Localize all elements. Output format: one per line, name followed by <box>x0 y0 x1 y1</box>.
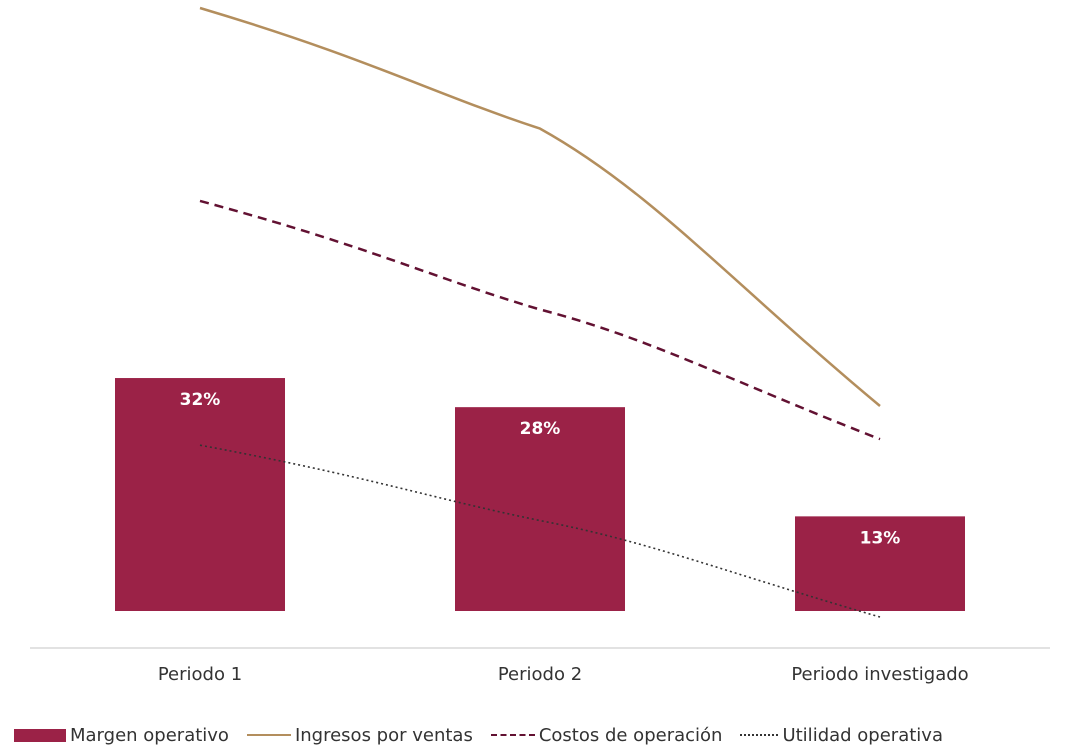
legend-item-ingresos: Ingresos por ventas <box>246 724 473 746</box>
legend-item-utilidad: Utilidad operativa <box>740 725 943 746</box>
bar-data-label-2: 28% <box>520 419 561 439</box>
legend-label-costos: Costos de operación <box>538 724 723 746</box>
bars-layer: 32% 28% 13% <box>115 378 965 611</box>
x-tick-label-1: Periodo 1 <box>158 664 242 685</box>
legend-swatch-dashed-line <box>490 734 535 736</box>
series-line-2 <box>199 199 881 441</box>
bar-2 <box>455 407 625 611</box>
bar-1 <box>115 378 285 611</box>
lines-layer <box>199 6 881 618</box>
bar-3 <box>795 516 965 611</box>
bar-data-label-3: 13% <box>860 528 901 548</box>
legend-item-costos: Costos de operación <box>490 724 723 746</box>
series-line-1 <box>199 6 881 407</box>
bar-data-label-1: 32% <box>180 390 221 410</box>
legend-swatch-bar <box>14 728 66 742</box>
legend-item-margen: Margen operativo <box>14 725 229 746</box>
combo-chart: 32% 28% 13% Periodo 1 Periodo 2 Periodo inve… <box>30 6 1050 685</box>
legend-swatch-dotted-line <box>740 734 779 736</box>
legend-label-utilidad: Utilidad operativa <box>782 724 943 746</box>
legend-swatch-solid-line <box>246 734 291 736</box>
x-tick-labels: Periodo 1 Periodo 2 Periodo investigado <box>158 664 969 685</box>
x-tick-label-2: Periodo 2 <box>498 664 582 685</box>
x-tick-label-3: Periodo investigado <box>791 664 968 685</box>
legend-label-margen: Margen operativo <box>70 724 229 746</box>
series-line-3 <box>199 444 881 618</box>
legend-label-ingresos: Ingresos por ventas <box>294 724 473 746</box>
chart-legend: Margen operativo Ingresos por ventas Cos… <box>0 719 1087 751</box>
